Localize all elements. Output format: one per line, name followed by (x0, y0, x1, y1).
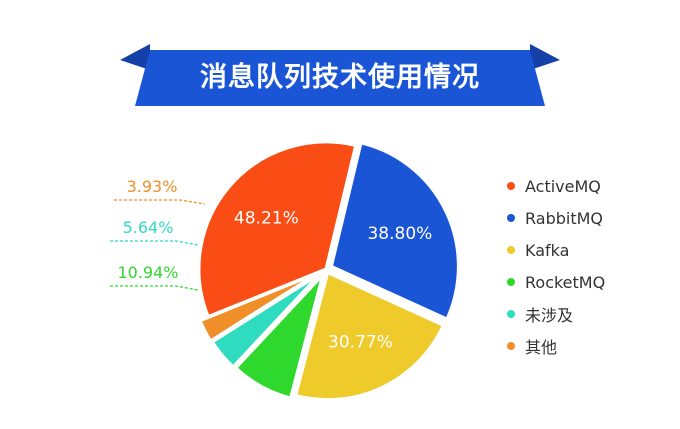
legend-item: 其他 (507, 330, 605, 362)
legend-marker (507, 214, 515, 222)
data-label: 3.93% (127, 177, 178, 196)
legend-item: ActiveMQ (507, 170, 605, 202)
legend-label: ActiveMQ (525, 176, 601, 196)
legend-label: 其他 (525, 338, 558, 357)
title-banner (120, 44, 560, 106)
legend-label: RocketMQ (525, 272, 606, 292)
pie-slice-未涉及 (210, 272, 321, 369)
legend-label: RabbitMQ (525, 208, 603, 228)
legend-label: Kafka (525, 240, 570, 260)
legend-item: RocketMQ (507, 266, 605, 298)
data-label: 38.80% (367, 224, 432, 244)
legend-item: RabbitMQ (507, 202, 605, 234)
legend: ActiveMQ RabbitMQ Kafka RocketMQ 未涉及其他 (507, 170, 605, 362)
legend-marker (507, 278, 515, 286)
legend-marker (507, 310, 515, 318)
pie-slice-RabbitMQ (329, 141, 460, 322)
legend-marker (507, 182, 515, 190)
pie-slice-Kafka (293, 270, 446, 402)
chart-title: 消息队列技术使用情况 (200, 62, 480, 93)
leader-line (114, 199, 206, 205)
legend-marker (507, 246, 515, 254)
legend-item: 未涉及 (507, 298, 605, 330)
pie-slice-ActiveMQ (197, 140, 358, 319)
pie-slice-其他 (198, 271, 319, 343)
leader-line (110, 285, 199, 291)
legend-item: Kafka (507, 234, 605, 266)
data-label: 5.64% (123, 218, 174, 237)
pie-slice-RocketMQ (233, 274, 325, 400)
data-label: 48.21% (234, 209, 299, 229)
data-label: 30.77% (328, 332, 393, 352)
data-label: 10.94% (117, 263, 178, 282)
leader-line (110, 240, 199, 246)
legend-marker (507, 342, 515, 350)
legend-label: 未涉及 (525, 306, 574, 325)
